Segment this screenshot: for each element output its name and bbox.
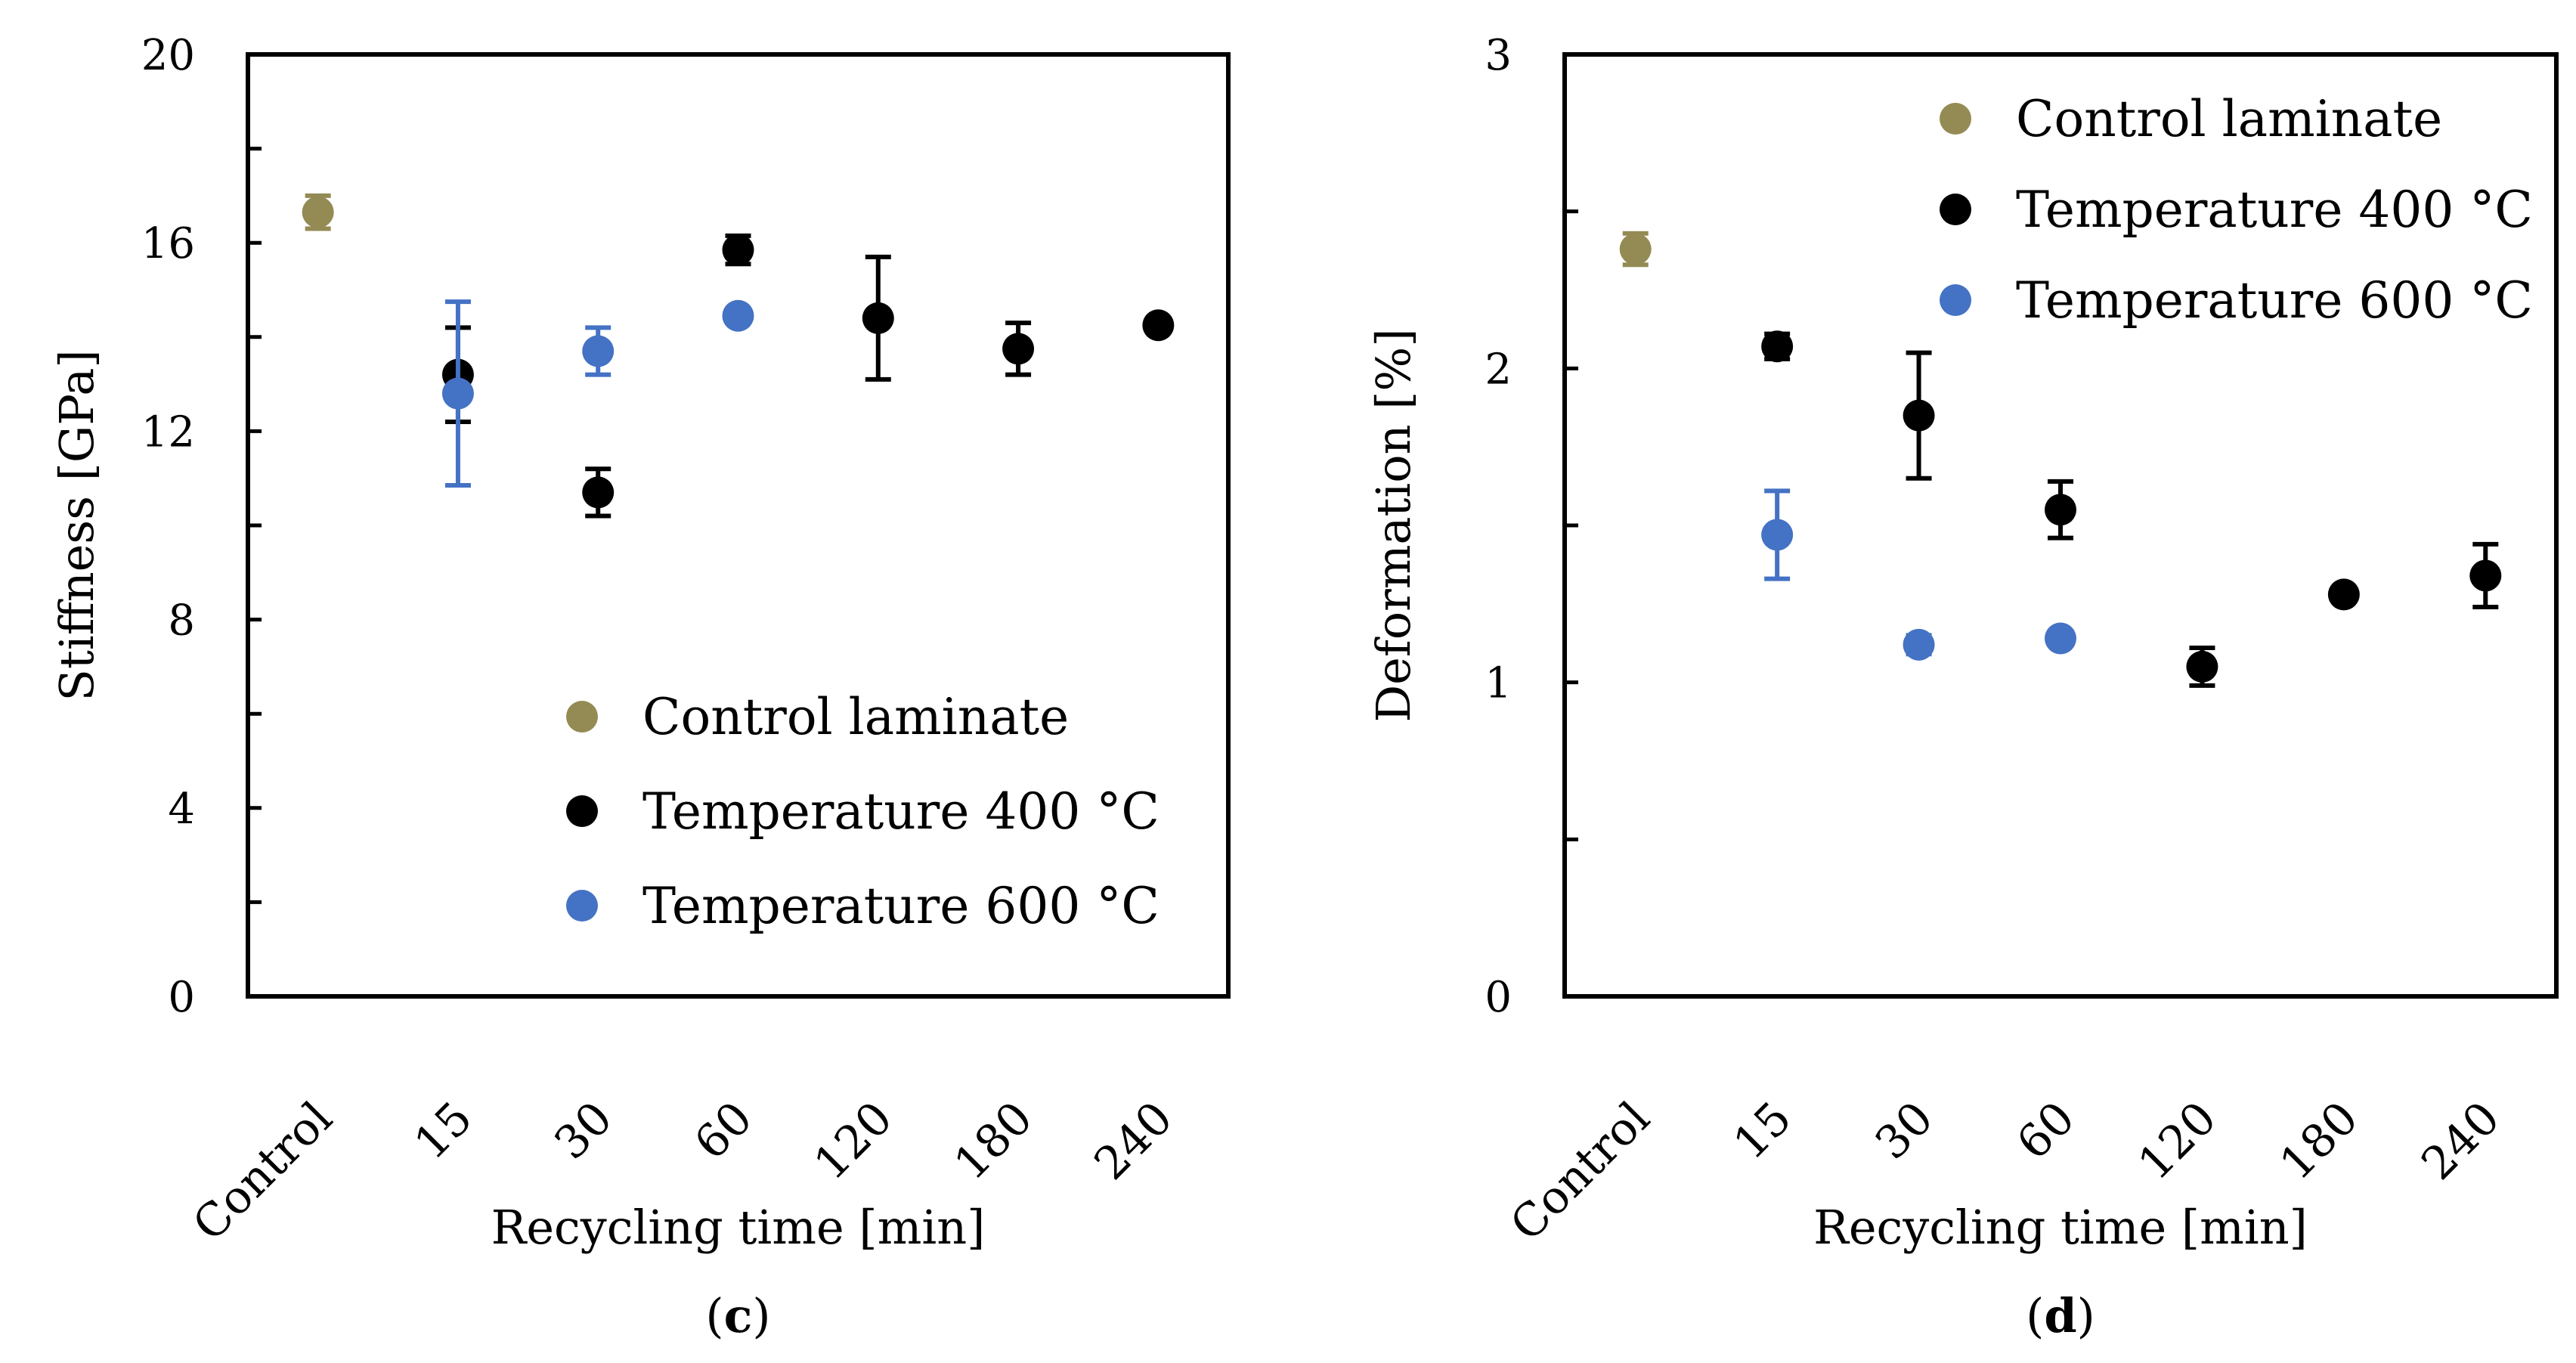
data-point: [2045, 494, 2076, 526]
y-tick-label: 0: [1485, 973, 1512, 1022]
chart-panel-c: 0 4 8 12 16 20 Control 15 30 60 120 180 240 Recycling…: [49, 31, 1231, 1343]
legend-label: Temperature 400 °C: [2016, 181, 2533, 239]
data-point: [1903, 399, 1935, 432]
series-1: [441, 233, 1175, 519]
legend-marker: [566, 890, 598, 922]
y-axis-title: Deformation [%]: [1366, 328, 1421, 722]
x-tick-label: 15: [1723, 1092, 1801, 1169]
x-tick-label: Control: [1500, 1092, 1660, 1251]
y-axis-title: Stiffness [GPa]: [49, 349, 104, 701]
data-point: [1002, 333, 1035, 365]
legend: Control laminate Temperature 400 °C Temper…: [566, 688, 1160, 935]
x-tick-label: 120: [804, 1092, 903, 1190]
data-point: [1761, 330, 1794, 363]
data-point: [1761, 519, 1794, 551]
data-point: [862, 302, 894, 334]
data-point: [2186, 650, 2218, 683]
data-point: [2469, 559, 2502, 592]
data-point: [302, 196, 334, 228]
x-tick-label: Control: [183, 1092, 342, 1251]
y-tick-label: 8: [168, 596, 195, 646]
legend-marker: [1940, 194, 1971, 225]
x-tick-label: 30: [1865, 1092, 1943, 1169]
data-point: [1619, 233, 1652, 265]
data-point: [1903, 628, 1935, 661]
data-point: [582, 476, 615, 509]
plot-frame: [246, 52, 1231, 999]
legend-marker: [566, 795, 598, 827]
y-tick-label: 20: [141, 31, 195, 80]
y-tick-label: 16: [141, 219, 195, 268]
data-point: [2327, 578, 2360, 611]
x-tick-label: 180: [2270, 1092, 2368, 1190]
x-tick-label: 180: [944, 1092, 1042, 1190]
legend-label: Control laminate: [642, 688, 1069, 746]
x-axis-title: Recycling time [min]: [491, 1200, 986, 1255]
data-point: [2045, 622, 2076, 655]
legend-label: Temperature 400 °C: [642, 782, 1160, 841]
y-tick-label: 3: [1485, 31, 1512, 80]
panel-label: (c): [705, 1288, 770, 1343]
series-0: [1619, 231, 1652, 268]
legend-label: Temperature 600 °C: [642, 877, 1160, 935]
data-point: [722, 299, 754, 332]
legend-label: Temperature 600 °C: [2016, 271, 2533, 330]
y-tick-label: 12: [141, 407, 195, 457]
data-point: [1142, 309, 1175, 342]
y-tick-label: 2: [1485, 345, 1512, 394]
legend-marker: [1940, 103, 1971, 135]
y-tick-label: 1: [1485, 659, 1512, 708]
y-tick-label: 4: [168, 785, 195, 834]
legend: Control laminate Temperature 400 °C Temper…: [1940, 90, 2533, 330]
data-point: [722, 234, 754, 266]
x-tick-label: 120: [2129, 1092, 2227, 1190]
series-2: [1761, 488, 2076, 661]
x-tick-label: 60: [2007, 1092, 2085, 1169]
y-tick-label: 0: [168, 973, 195, 1022]
panel-label: (d): [2026, 1288, 2095, 1343]
x-tick-label: 30: [544, 1092, 622, 1169]
legend-label: Control laminate: [2016, 90, 2442, 148]
legend-marker: [566, 701, 598, 733]
series-0: [302, 193, 334, 231]
chart-panel-d: 0 1 2 3 Control 15 30 60 120 180 240 Recycling time…: [1366, 31, 2559, 1343]
x-tick-label: 240: [1084, 1092, 1182, 1190]
x-tick-label: 60: [685, 1092, 763, 1169]
series-2: [441, 299, 754, 488]
x-axis-title: Recycling time [min]: [1813, 1200, 2308, 1255]
x-tick-label: 240: [2411, 1092, 2509, 1190]
legend-marker: [1940, 284, 1971, 316]
data-point: [441, 377, 474, 410]
series-1: [1761, 330, 2502, 688]
data-point: [582, 335, 615, 367]
x-tick-label: 15: [404, 1092, 482, 1169]
